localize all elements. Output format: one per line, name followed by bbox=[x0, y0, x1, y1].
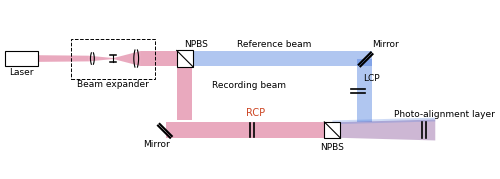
Text: Laser: Laser bbox=[8, 68, 33, 77]
Polygon shape bbox=[166, 122, 340, 138]
Polygon shape bbox=[332, 120, 436, 141]
Text: NPBS: NPBS bbox=[184, 40, 208, 49]
Text: NPBS: NPBS bbox=[320, 143, 344, 152]
Polygon shape bbox=[185, 51, 372, 66]
Bar bbox=[5, 51, 38, 66]
Polygon shape bbox=[177, 59, 192, 120]
Polygon shape bbox=[332, 118, 436, 124]
Text: RCP: RCP bbox=[246, 108, 265, 118]
Text: Photo-alignment layer: Photo-alignment layer bbox=[394, 110, 495, 118]
Polygon shape bbox=[114, 51, 141, 66]
Text: LCP: LCP bbox=[363, 74, 380, 83]
Text: Beam expander: Beam expander bbox=[78, 80, 150, 90]
Polygon shape bbox=[38, 55, 88, 62]
Polygon shape bbox=[357, 59, 372, 122]
Text: Reference beam: Reference beam bbox=[237, 40, 312, 49]
Text: Recording beam: Recording beam bbox=[212, 81, 286, 90]
Text: Mirror: Mirror bbox=[372, 40, 399, 49]
Polygon shape bbox=[88, 56, 114, 61]
Bar bbox=[324, 122, 340, 138]
Text: Mirror: Mirror bbox=[143, 141, 170, 149]
Bar bbox=[176, 50, 193, 67]
Polygon shape bbox=[141, 51, 186, 66]
